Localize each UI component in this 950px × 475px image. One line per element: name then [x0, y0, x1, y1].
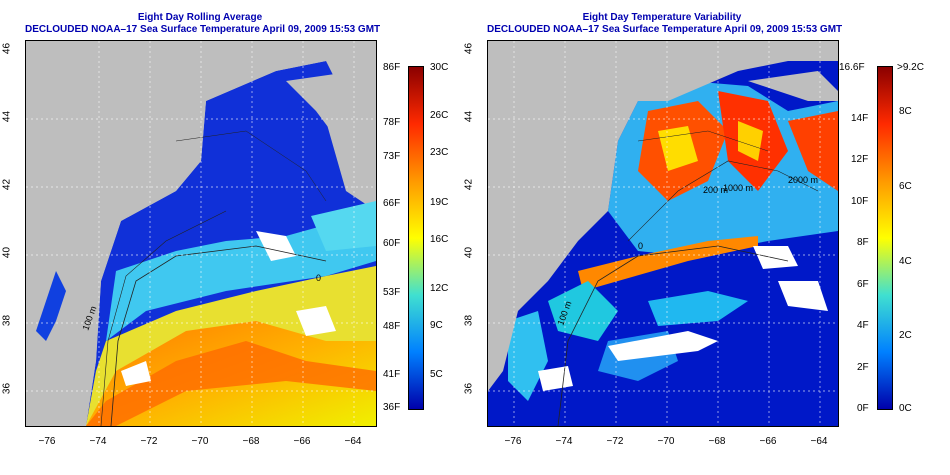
left-colorbar-f-label: 53F [383, 287, 401, 298]
right-colorbar-c-label: 4C [899, 256, 912, 267]
left-lat-tick: 38 [1, 314, 13, 327]
left-lat-tick: 36 [1, 382, 13, 395]
right-lat-tick: 36 [463, 382, 475, 395]
left-colorbar-f-label: 41F [383, 369, 401, 380]
right-colorbar-f-label: 10F [851, 196, 869, 207]
right-variability-map[interactable]: 1000 m 200 m 2000 m 100 m 0 [487, 40, 839, 427]
left-colorbar-f-label: 78F [383, 117, 401, 128]
left-lat-tick: 40 [1, 246, 13, 259]
right-colorbar-f-label: 6F [857, 279, 869, 290]
left-lon-tick: −76 [38, 436, 56, 447]
left-colorbar-c-label: 19C [430, 197, 449, 208]
right-lon-tick: −70 [657, 436, 675, 447]
left-lon-tick: −70 [191, 436, 209, 447]
right-colorbar-f-label: 4F [857, 320, 869, 331]
right-lon-tick: −64 [810, 436, 828, 447]
right-lon-tick: −72 [606, 436, 624, 447]
left-lat-tick: 46 [1, 42, 13, 55]
right-lat-tick: 42 [463, 178, 475, 191]
right-colorbar-f-label: 8F [857, 237, 869, 248]
right-lat-tick: 46 [463, 42, 475, 55]
left-title-line1: Eight Day Rolling Average [137, 12, 263, 23]
right-lon-tick: −74 [555, 436, 573, 447]
right-colorbar-c-label: 0C [899, 403, 912, 414]
left-colorbar-c-label: 23C [430, 147, 449, 158]
left-lon-tick: −74 [89, 436, 107, 447]
left-colorbar-c-label: 16C [430, 234, 449, 245]
right-colorbar-c-label: 6C [899, 181, 912, 192]
right-contour-label-1000m: 1000 m [723, 183, 753, 193]
left-contour-label-0: 0 [316, 273, 321, 283]
left-colorbar-c-label: 9C [430, 320, 443, 331]
left-lat-tick: 44 [1, 110, 13, 123]
left-lon-tick: −72 [140, 436, 158, 447]
left-colorbar-c-label: 5C [430, 369, 443, 380]
left-title-line2: DECLOUDED NOAA–17 Sea Surface Temperatur… [25, 24, 381, 35]
left-colorbar-f-label: 73F [383, 151, 401, 162]
left-lat-tick: 42 [1, 178, 13, 191]
right-colorbar-f-label: 0F [857, 403, 869, 414]
left-colorbar-f-label: 66F [383, 198, 401, 209]
right-lon-tick: −76 [504, 436, 522, 447]
left-colorbar-c-label: 26C [430, 110, 449, 121]
right-colorbar-f-label: 16.6F [839, 62, 865, 73]
right-lon-tick: −68 [708, 436, 726, 447]
right-contour-label-0: 0 [638, 241, 643, 251]
left-lon-tick: −66 [293, 436, 311, 447]
left-colorbar-c-label: 30C [430, 62, 449, 73]
right-lat-tick: 40 [463, 246, 475, 259]
right-colorbar-c-label: 2C [899, 330, 912, 341]
right-colorbar-f-label: 14F [851, 113, 869, 124]
left-colorbar-f-label: 86F [383, 62, 401, 73]
right-title-line1: Eight Day Temperature Variability [582, 12, 742, 23]
right-lon-tick: −66 [759, 436, 777, 447]
right-contour-label-200m: 200 m [703, 185, 728, 195]
left-colorbar-f-label: 60F [383, 238, 401, 249]
right-title-line2: DECLOUDED NOAA–17 Sea Surface Temperatur… [487, 24, 843, 35]
left-colorbar-f-label: 48F [383, 321, 401, 332]
right-contour-label-2000m: 2000 m [788, 175, 818, 185]
right-lat-tick: 44 [463, 110, 475, 123]
right-colorbar-c-label: 8C [899, 106, 912, 117]
right-colorbar [877, 66, 893, 410]
left-sst-map[interactable]: 100 m 0 [25, 40, 377, 427]
right-lat-tick: 38 [463, 314, 475, 327]
right-colorbar-c-label: >9.2C [897, 62, 924, 73]
right-colorbar-f-label: 12F [851, 154, 869, 165]
left-colorbar [408, 66, 424, 410]
left-lon-tick: −64 [344, 436, 362, 447]
left-colorbar-c-label: 12C [430, 283, 449, 294]
right-colorbar-f-label: 2F [857, 362, 869, 373]
left-lon-tick: −68 [242, 436, 260, 447]
left-colorbar-f-label: 36F [383, 402, 401, 413]
